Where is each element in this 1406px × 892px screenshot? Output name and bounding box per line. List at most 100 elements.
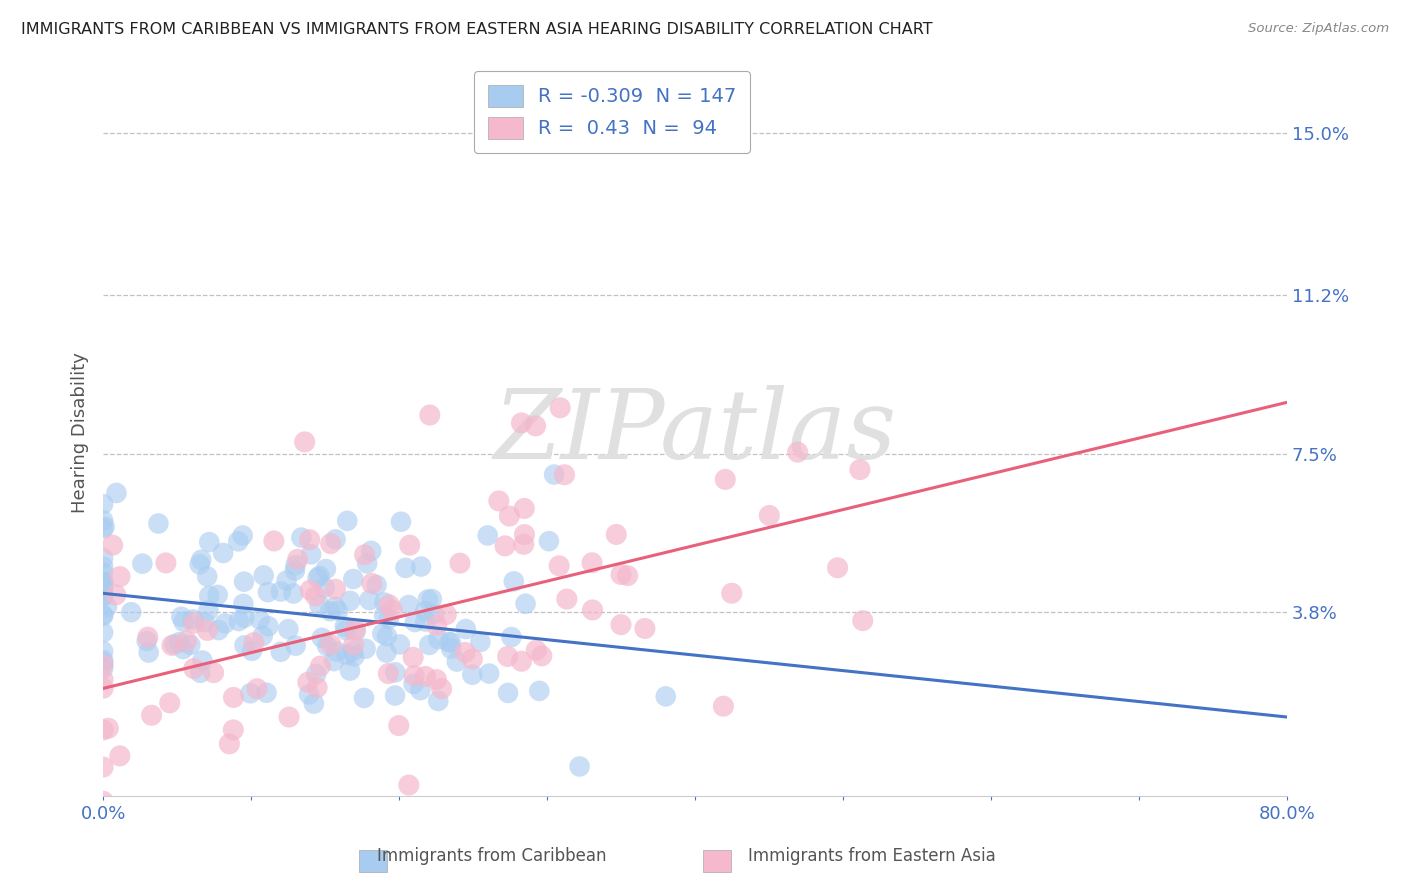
Point bbox=[488, 494, 510, 508]
Point bbox=[246, 681, 269, 696]
Point bbox=[326, 604, 349, 618]
Point bbox=[91, 673, 114, 687]
Point bbox=[298, 533, 321, 547]
Point bbox=[91, 653, 114, 667]
Point bbox=[366, 578, 388, 592]
Point bbox=[375, 629, 398, 643]
Point bbox=[325, 533, 347, 547]
Point bbox=[548, 401, 571, 415]
Point bbox=[371, 626, 394, 640]
Point bbox=[529, 684, 551, 698]
Point bbox=[290, 531, 312, 545]
Point bbox=[91, 582, 114, 596]
Point bbox=[307, 681, 329, 695]
Point bbox=[440, 641, 463, 656]
Point bbox=[91, 522, 114, 536]
Point bbox=[342, 572, 364, 586]
Point bbox=[91, 644, 114, 658]
Point bbox=[91, 590, 114, 604]
Point bbox=[195, 569, 218, 583]
Point bbox=[304, 589, 326, 603]
Point bbox=[93, 519, 115, 533]
Point bbox=[232, 597, 254, 611]
Point bbox=[543, 467, 565, 482]
Point bbox=[381, 603, 404, 617]
Point bbox=[434, 607, 457, 622]
Point bbox=[101, 538, 124, 552]
Point bbox=[91, 551, 114, 566]
Point bbox=[470, 635, 492, 649]
Point bbox=[194, 615, 217, 630]
Point bbox=[172, 642, 194, 657]
Point bbox=[188, 665, 211, 680]
Point bbox=[477, 528, 499, 542]
Text: Source: ZipAtlas.com: Source: ZipAtlas.com bbox=[1249, 22, 1389, 36]
Point bbox=[278, 710, 301, 724]
Point bbox=[212, 546, 235, 560]
Point bbox=[136, 630, 159, 644]
Point bbox=[108, 569, 131, 583]
Point bbox=[353, 548, 375, 562]
Text: IMMIGRANTS FROM CARIBBEAN VS IMMIGRANTS FROM EASTERN ASIA HEARING DISABILITY COR: IMMIGRANTS FROM CARIBBEAN VS IMMIGRANTS … bbox=[21, 22, 932, 37]
Point bbox=[524, 643, 547, 657]
Point bbox=[555, 592, 578, 607]
Point bbox=[176, 634, 198, 648]
Point bbox=[160, 639, 183, 653]
Point bbox=[172, 615, 194, 629]
Point bbox=[426, 618, 449, 632]
Point bbox=[339, 594, 361, 608]
Point bbox=[252, 629, 274, 643]
Point bbox=[461, 652, 484, 666]
Point bbox=[404, 615, 426, 629]
Point bbox=[322, 654, 344, 668]
Point bbox=[512, 537, 534, 551]
Point bbox=[91, 574, 114, 588]
Point bbox=[581, 556, 603, 570]
Point bbox=[758, 508, 780, 523]
Point bbox=[389, 515, 412, 529]
Point bbox=[91, 576, 114, 591]
Point bbox=[91, 608, 114, 623]
Point bbox=[409, 683, 432, 698]
Point bbox=[605, 527, 627, 541]
Point bbox=[336, 514, 359, 528]
Point bbox=[138, 646, 160, 660]
Point bbox=[343, 649, 366, 664]
Point bbox=[377, 612, 399, 626]
Point bbox=[91, 794, 114, 808]
Point bbox=[344, 624, 367, 639]
Point bbox=[308, 569, 330, 583]
Point bbox=[413, 604, 436, 618]
Point bbox=[616, 568, 638, 582]
Point bbox=[181, 612, 204, 626]
Point bbox=[419, 408, 441, 422]
Point bbox=[720, 586, 742, 600]
Point bbox=[308, 599, 330, 613]
Point bbox=[427, 694, 450, 708]
Point bbox=[91, 656, 114, 670]
Point bbox=[384, 665, 406, 680]
Point bbox=[502, 574, 524, 589]
Point bbox=[323, 599, 346, 614]
Point bbox=[319, 638, 342, 652]
Point bbox=[276, 574, 298, 588]
Point bbox=[108, 748, 131, 763]
Point bbox=[155, 556, 177, 570]
Point bbox=[316, 639, 339, 653]
Point bbox=[319, 536, 342, 550]
Point bbox=[494, 539, 516, 553]
Point bbox=[197, 603, 219, 617]
Point bbox=[302, 697, 325, 711]
Point bbox=[360, 576, 382, 591]
Point bbox=[202, 665, 225, 680]
Point bbox=[91, 607, 114, 622]
Point bbox=[398, 778, 420, 792]
Point bbox=[263, 533, 285, 548]
Point bbox=[398, 538, 420, 552]
Point bbox=[315, 562, 337, 576]
Point bbox=[91, 657, 114, 672]
Point bbox=[287, 552, 309, 566]
Point bbox=[309, 659, 332, 673]
Point bbox=[298, 688, 321, 702]
Point bbox=[240, 644, 263, 658]
